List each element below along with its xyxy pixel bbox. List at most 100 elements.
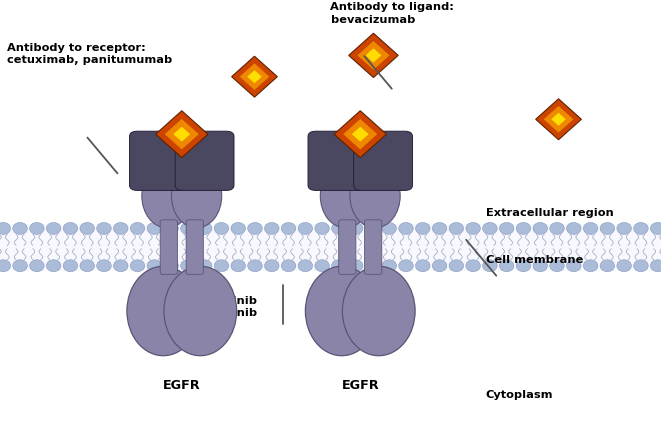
Ellipse shape: [600, 222, 615, 234]
Ellipse shape: [583, 260, 598, 272]
Text: EGFR: EGFR: [163, 379, 200, 392]
Ellipse shape: [399, 222, 413, 234]
Text: Cell membrane: Cell membrane: [486, 255, 583, 265]
Ellipse shape: [282, 222, 296, 234]
Polygon shape: [544, 106, 573, 132]
Ellipse shape: [63, 260, 78, 272]
Ellipse shape: [305, 266, 378, 356]
Ellipse shape: [533, 222, 547, 234]
Ellipse shape: [466, 260, 481, 272]
FancyBboxPatch shape: [308, 131, 367, 190]
Ellipse shape: [264, 222, 279, 234]
Ellipse shape: [214, 222, 229, 234]
Polygon shape: [346, 136, 375, 149]
Text: Antibody to receptor:
cetuximab, panitumumab: Antibody to receptor: cetuximab, panitum…: [7, 43, 172, 65]
FancyBboxPatch shape: [365, 220, 382, 274]
Polygon shape: [343, 119, 377, 150]
Ellipse shape: [171, 164, 221, 228]
Ellipse shape: [449, 222, 463, 234]
Polygon shape: [173, 127, 190, 142]
Ellipse shape: [348, 260, 363, 272]
Ellipse shape: [342, 266, 415, 356]
Ellipse shape: [0, 260, 11, 272]
FancyBboxPatch shape: [160, 220, 177, 274]
Polygon shape: [165, 119, 199, 150]
FancyBboxPatch shape: [338, 220, 356, 274]
Ellipse shape: [97, 222, 111, 234]
Ellipse shape: [332, 260, 346, 272]
Text: Cytoplasm: Cytoplasm: [486, 391, 553, 400]
Ellipse shape: [147, 260, 161, 272]
Polygon shape: [334, 111, 387, 158]
Ellipse shape: [483, 260, 497, 272]
Polygon shape: [349, 33, 398, 78]
Ellipse shape: [449, 260, 463, 272]
Ellipse shape: [46, 222, 61, 234]
Ellipse shape: [142, 164, 192, 228]
FancyBboxPatch shape: [130, 131, 188, 190]
Ellipse shape: [164, 266, 237, 356]
Ellipse shape: [566, 260, 581, 272]
Ellipse shape: [432, 260, 447, 272]
Ellipse shape: [399, 260, 413, 272]
Ellipse shape: [500, 260, 514, 272]
Ellipse shape: [164, 222, 178, 234]
Ellipse shape: [130, 260, 145, 272]
Ellipse shape: [350, 164, 400, 228]
Ellipse shape: [127, 266, 200, 356]
FancyBboxPatch shape: [354, 131, 412, 190]
Ellipse shape: [248, 222, 262, 234]
Ellipse shape: [198, 222, 212, 234]
Ellipse shape: [298, 260, 313, 272]
Ellipse shape: [348, 222, 363, 234]
Polygon shape: [535, 99, 582, 140]
Ellipse shape: [466, 222, 481, 234]
Polygon shape: [358, 41, 389, 70]
Ellipse shape: [617, 260, 631, 272]
Ellipse shape: [46, 260, 61, 272]
Ellipse shape: [416, 260, 430, 272]
Ellipse shape: [80, 222, 95, 234]
Ellipse shape: [0, 222, 11, 234]
Ellipse shape: [114, 222, 128, 234]
Ellipse shape: [550, 222, 564, 234]
Ellipse shape: [332, 222, 346, 234]
Ellipse shape: [365, 260, 379, 272]
Text: Gefitinib
Erlotinib: Gefitinib Erlotinib: [202, 296, 258, 319]
Ellipse shape: [214, 260, 229, 272]
Ellipse shape: [63, 222, 78, 234]
Bar: [356, 141, 365, 180]
Ellipse shape: [13, 222, 27, 234]
Bar: [0, 224, 661, 271]
Ellipse shape: [533, 260, 547, 272]
Ellipse shape: [180, 260, 195, 272]
Ellipse shape: [231, 222, 245, 234]
Ellipse shape: [382, 222, 397, 234]
Polygon shape: [551, 113, 566, 126]
Polygon shape: [155, 111, 208, 158]
Ellipse shape: [500, 222, 514, 234]
Text: Extracellular region: Extracellular region: [486, 208, 613, 218]
Ellipse shape: [264, 260, 279, 272]
Ellipse shape: [365, 222, 379, 234]
Ellipse shape: [114, 260, 128, 272]
Ellipse shape: [634, 260, 648, 272]
Ellipse shape: [650, 222, 661, 234]
Ellipse shape: [231, 260, 245, 272]
Ellipse shape: [315, 260, 329, 272]
FancyBboxPatch shape: [186, 220, 204, 274]
Ellipse shape: [550, 260, 564, 272]
Text: EGFR: EGFR: [342, 379, 379, 392]
Ellipse shape: [97, 260, 111, 272]
Bar: [177, 141, 186, 180]
Ellipse shape: [248, 260, 262, 272]
Ellipse shape: [130, 222, 145, 234]
Ellipse shape: [600, 260, 615, 272]
Ellipse shape: [516, 260, 531, 272]
Ellipse shape: [147, 222, 161, 234]
Ellipse shape: [180, 222, 195, 234]
Ellipse shape: [634, 222, 648, 234]
Ellipse shape: [432, 222, 447, 234]
Polygon shape: [352, 127, 369, 142]
Ellipse shape: [583, 222, 598, 234]
